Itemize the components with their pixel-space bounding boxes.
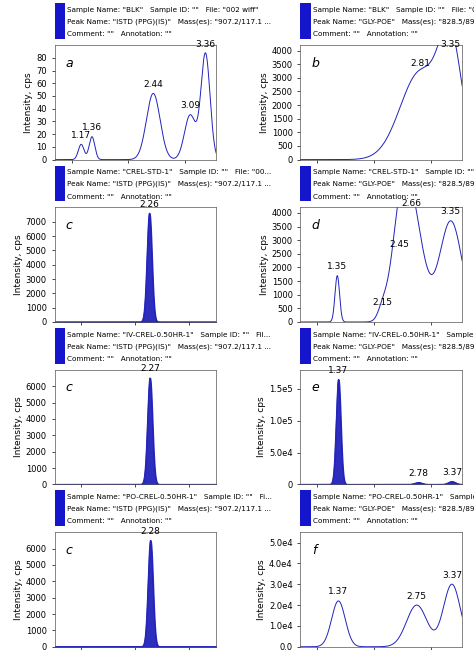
Text: 2.78: 2.78: [409, 469, 428, 478]
Text: Peak Name: "ISTD (PPG)(IS)"   Mass(es): "907.2/117.1 ...: Peak Name: "ISTD (PPG)(IS)" Mass(es): "9…: [67, 181, 271, 187]
Text: c: c: [66, 543, 73, 556]
Text: 2.26: 2.26: [139, 200, 159, 209]
Text: 2.28: 2.28: [141, 526, 160, 536]
Text: 1.17: 1.17: [71, 131, 91, 140]
Text: 1.37: 1.37: [328, 588, 348, 596]
Bar: [55, 490, 65, 526]
Text: Comment: ""   Annotation: "": Comment: "" Annotation: "": [67, 31, 172, 37]
Y-axis label: Intensity, cps: Intensity, cps: [25, 72, 34, 133]
Text: 2.75: 2.75: [407, 592, 427, 601]
Text: 3.09: 3.09: [180, 101, 200, 111]
Text: Peak Name: "ISTD (PPG)(IS)"   Mass(es): "907.2/117.1 ...: Peak Name: "ISTD (PPG)(IS)" Mass(es): "9…: [67, 18, 271, 25]
Text: c: c: [66, 382, 73, 395]
Text: 3.37: 3.37: [442, 468, 462, 477]
Text: 2.44: 2.44: [144, 80, 163, 89]
Text: Sample Name: "BLK"   Sample ID: ""   File: "002 wiff": Sample Name: "BLK" Sample ID: "" File: "…: [67, 7, 258, 13]
Y-axis label: Intensity, cps: Intensity, cps: [14, 396, 23, 458]
Text: b: b: [312, 57, 319, 70]
Text: f: f: [312, 543, 316, 556]
Text: 1.37: 1.37: [328, 366, 348, 375]
Bar: [301, 166, 311, 202]
Text: Comment: ""   Annotation: "": Comment: "" Annotation: "": [67, 356, 172, 362]
Bar: [301, 490, 311, 526]
X-axis label: Time, min: Time, min: [359, 502, 404, 512]
Text: Comment: ""   Annotation: "": Comment: "" Annotation: "": [312, 31, 418, 37]
Text: 3.35: 3.35: [441, 40, 461, 49]
Text: Comment: ""   Annotation: "": Comment: "" Annotation: "": [312, 194, 418, 200]
Text: Comment: ""   Annotation: "": Comment: "" Annotation: "": [312, 518, 418, 525]
X-axis label: Time, min: Time, min: [359, 177, 404, 187]
Text: Comment: ""   Annotation: "": Comment: "" Annotation: "": [67, 194, 172, 200]
X-axis label: Time, min: Time, min: [113, 340, 158, 349]
Text: Sample Name: "IV-CREL-0.50HR-1"   Sample ID: ""   Fil...: Sample Name: "IV-CREL-0.50HR-1" Sample I…: [67, 332, 270, 337]
Y-axis label: Intensity, cps: Intensity, cps: [257, 559, 266, 620]
Text: 1.36: 1.36: [82, 123, 102, 132]
Text: Sample Name: "PO-CREL-0.50HR-1"   Sample ID: ""   Fi...: Sample Name: "PO-CREL-0.50HR-1" Sample I…: [67, 494, 272, 500]
Y-axis label: Intensity, cps: Intensity, cps: [257, 396, 266, 458]
Y-axis label: Intensity, cps: Intensity, cps: [260, 72, 269, 133]
X-axis label: Time, min: Time, min: [113, 502, 158, 512]
Text: 2.15: 2.15: [373, 298, 392, 307]
Text: c: c: [66, 219, 73, 232]
Text: Peak Name: "GLY-POE"   Mass(es): "828.5/89.1 Da,872....: Peak Name: "GLY-POE" Mass(es): "828.5/89…: [312, 343, 474, 350]
Bar: [301, 328, 311, 364]
Y-axis label: Intensity, cps: Intensity, cps: [14, 559, 23, 620]
X-axis label: Time, min: Time, min: [113, 177, 158, 187]
Text: Sample Name: "PO-CREL-0.50HR-1"   Sample ID: ""   Fi...: Sample Name: "PO-CREL-0.50HR-1" Sample I…: [312, 494, 474, 500]
Text: Sample Name: "CREL-STD-1"   Sample ID: ""   File: "00...: Sample Name: "CREL-STD-1" Sample ID: "" …: [312, 169, 474, 176]
Text: 3.36: 3.36: [195, 40, 216, 49]
Bar: [55, 328, 65, 364]
Text: Sample Name: "BLK"   Sample ID: ""   File: "002 wiff": Sample Name: "BLK" Sample ID: "" File: "…: [312, 7, 474, 13]
Text: 2.66: 2.66: [401, 200, 422, 208]
Text: 3.37: 3.37: [442, 571, 462, 580]
Text: a: a: [66, 57, 73, 70]
Text: 3.35: 3.35: [441, 207, 461, 216]
Text: Comment: ""   Annotation: "": Comment: "" Annotation: "": [67, 518, 172, 525]
Y-axis label: Intensity, cps: Intensity, cps: [14, 235, 23, 295]
Text: 2.45: 2.45: [390, 240, 410, 249]
Text: 2.27: 2.27: [140, 365, 160, 373]
X-axis label: Time, min: Time, min: [359, 340, 404, 349]
Text: Comment: ""   Annotation: "": Comment: "" Annotation: "": [312, 356, 418, 362]
Text: Peak Name: "GLY-POE"   Mass(es): "828.5/89.1 Da,872....: Peak Name: "GLY-POE" Mass(es): "828.5/89…: [312, 506, 474, 512]
Text: e: e: [312, 382, 319, 395]
Text: Peak Name: "GLY-POE"   Mass(es): "828.5/89.1 Da,872....: Peak Name: "GLY-POE" Mass(es): "828.5/89…: [312, 181, 474, 187]
Text: Peak Name: "GLY-POE"   Mass(es): "828.5/89.1 Da,872....: Peak Name: "GLY-POE" Mass(es): "828.5/89…: [312, 18, 474, 25]
Text: Sample Name: "CREL-STD-1"   Sample ID: ""   File: "00...: Sample Name: "CREL-STD-1" Sample ID: "" …: [67, 169, 271, 176]
Text: Peak Name: "ISTD (PPG)(IS)"   Mass(es): "907.2/117.1 ...: Peak Name: "ISTD (PPG)(IS)" Mass(es): "9…: [67, 506, 271, 512]
Text: 2.81: 2.81: [410, 58, 430, 68]
Text: Peak Name: "ISTD (PPG)(IS)"   Mass(es): "907.2/117.1 ...: Peak Name: "ISTD (PPG)(IS)" Mass(es): "9…: [67, 343, 271, 350]
Text: d: d: [312, 219, 319, 232]
Text: 1.35: 1.35: [327, 262, 347, 271]
Y-axis label: Intensity, cps: Intensity, cps: [260, 235, 269, 295]
Bar: [301, 3, 311, 39]
Bar: [55, 3, 65, 39]
Text: Sample Name: "IV-CREL-0.50HR-1"   Sample ID: ""   Fil...: Sample Name: "IV-CREL-0.50HR-1" Sample I…: [312, 332, 474, 337]
Bar: [55, 166, 65, 202]
